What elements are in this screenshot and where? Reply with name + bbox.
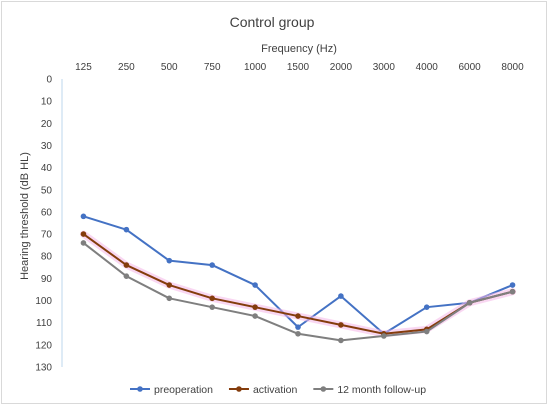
data-point — [166, 295, 173, 302]
y-tick-label: 20 — [41, 119, 53, 130]
data-point — [295, 324, 301, 330]
legend-marker — [137, 386, 143, 392]
legend-label: activation — [253, 384, 298, 396]
data-point — [252, 304, 258, 310]
data-point — [338, 322, 344, 328]
x-axis-title: Frequency (Hz) — [261, 43, 337, 55]
y-tick-label: 40 — [41, 163, 53, 174]
data-point — [423, 304, 430, 310]
data-point — [423, 328, 430, 335]
y-tick-label: 30 — [41, 141, 53, 152]
x-tick-label: 250 — [118, 62, 135, 73]
y-tick-label: 120 — [35, 340, 52, 351]
y-axis-title: Hearing threshold (dB HL) — [19, 152, 31, 280]
data-point — [209, 295, 215, 302]
data-point — [338, 293, 344, 299]
legend-marker — [236, 386, 242, 392]
data-point — [80, 231, 87, 237]
data-point — [123, 262, 130, 268]
x-tick-label: 750 — [204, 62, 221, 73]
y-tick-label: 70 — [41, 230, 53, 241]
x-tick-labels: 125 250 500 750 1000 1500 2000 3000 4000 6000 8000 — [75, 62, 524, 73]
data-point — [509, 288, 516, 295]
data-point — [80, 213, 87, 220]
data-point — [381, 333, 387, 339]
data-point — [166, 257, 173, 264]
data-point — [338, 337, 344, 344]
x-tick-label: 2000 — [330, 62, 353, 73]
x-tick-label: 1000 — [244, 62, 267, 73]
data-point — [123, 226, 130, 233]
data-point — [295, 313, 301, 319]
chart-title: Control group — [230, 14, 315, 30]
y-tick-label: 0 — [46, 75, 52, 86]
y-tick-label: 10 — [41, 97, 53, 108]
x-tick-label: 4000 — [416, 62, 439, 73]
data-point — [209, 262, 215, 268]
y-tick-label: 110 — [36, 318, 52, 329]
data-point — [123, 273, 130, 279]
data-point — [466, 299, 473, 306]
legend-marker — [320, 386, 327, 392]
data-point — [295, 330, 301, 337]
x-tick-label: 8000 — [501, 62, 524, 73]
y-tick-label: 130 — [35, 363, 52, 374]
y-tick-label: 50 — [41, 185, 53, 196]
legend: preoperation activation 12 month follow-up — [130, 384, 426, 396]
x-tick-label: 125 — [75, 62, 92, 73]
y-tick-labels: 0 10 20 30 40 50 60 70 80 90 100 110 120 130 — [35, 75, 52, 374]
y-tick-label: 80 — [41, 252, 53, 263]
x-tick-label: 1500 — [287, 62, 310, 73]
data-point — [509, 282, 516, 288]
data-point — [252, 282, 258, 288]
legend-label: preoperation — [154, 384, 213, 396]
y-tick-label: 60 — [41, 207, 53, 218]
data-point — [252, 313, 258, 319]
x-tick-label: 500 — [161, 62, 178, 73]
legend-label: 12 month follow-up — [337, 384, 426, 396]
x-tick-label: 6000 — [459, 62, 482, 73]
plot-series — [79, 213, 517, 344]
data-point — [166, 282, 173, 288]
y-tick-label: 90 — [41, 274, 53, 285]
x-tick-label: 3000 — [373, 62, 396, 73]
y-tick-label: 100 — [35, 296, 52, 307]
data-point — [209, 304, 215, 310]
data-point — [80, 240, 87, 246]
